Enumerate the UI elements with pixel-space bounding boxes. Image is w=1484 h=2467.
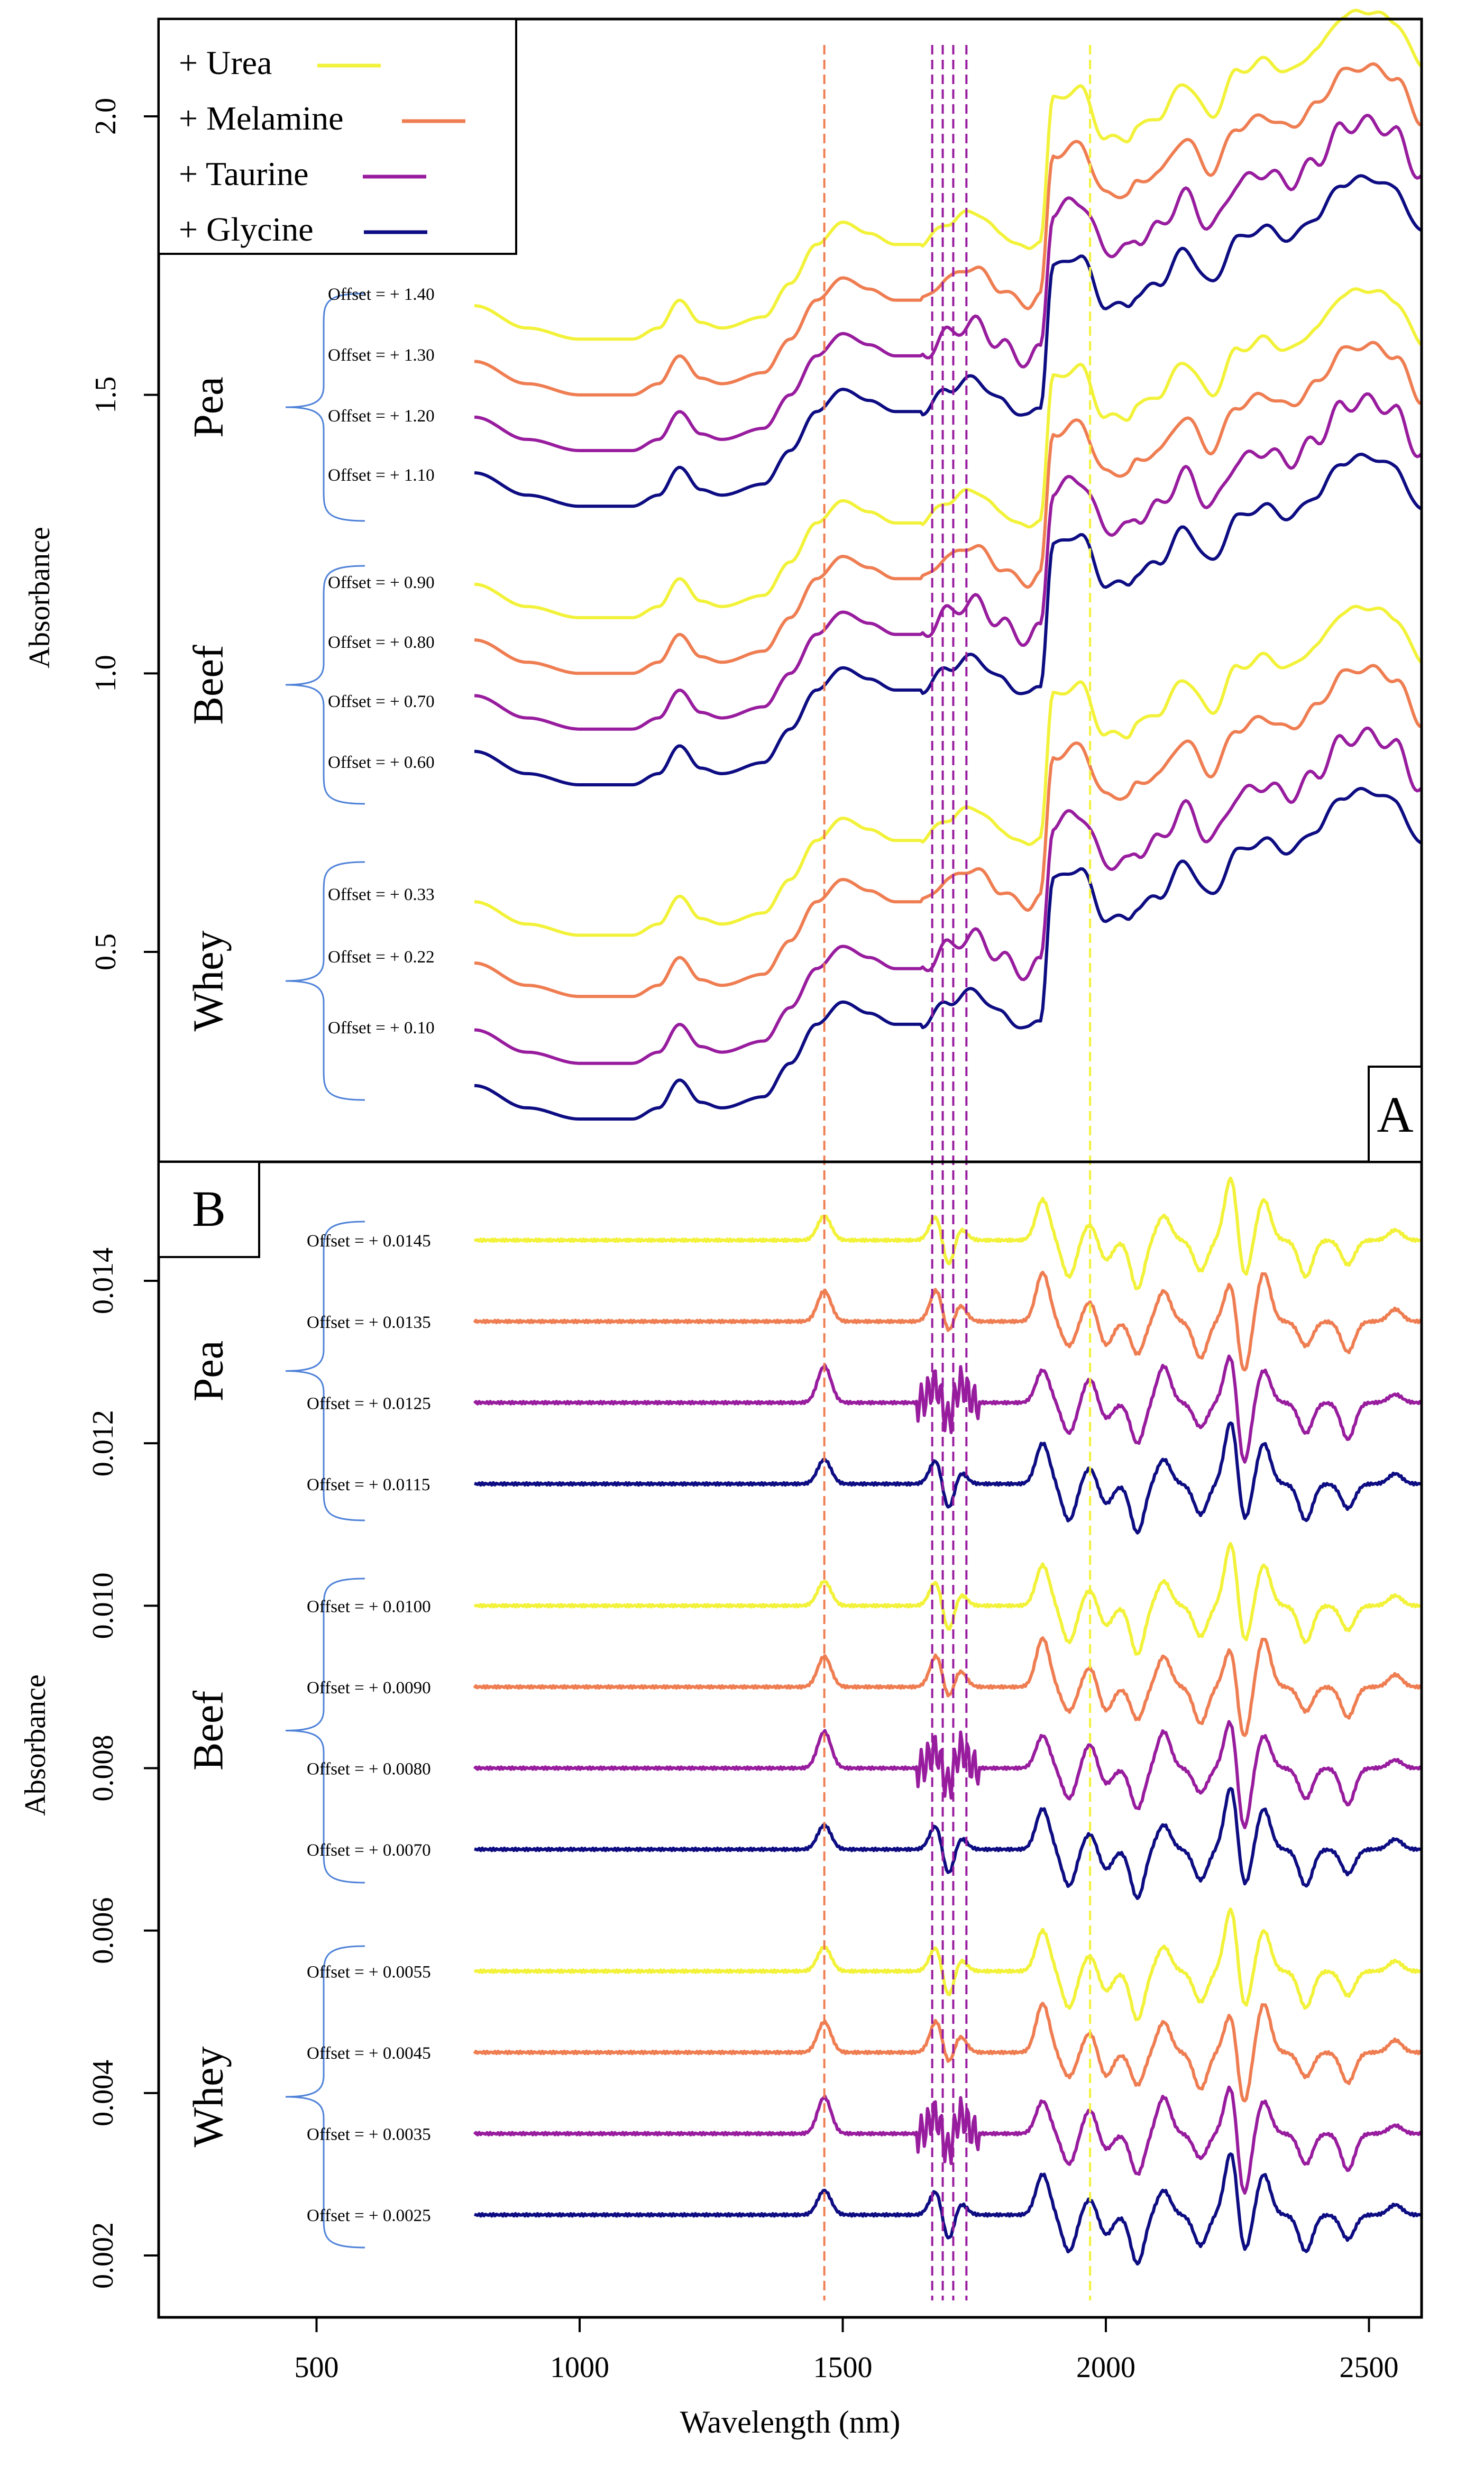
offset-label-b-whey-1: Offset = + 0.0045	[307, 2044, 431, 2063]
panel-letter-b-box	[158, 1161, 260, 1258]
panel-letter-a: A	[1377, 1086, 1413, 1143]
offset-label-a-pea-0: Offset = + 1.40	[328, 285, 435, 304]
panel-b: Pea Offset = + 0.0145 Offset = + 0.0135 Off…	[185, 1176, 1423, 2266]
y-tick-label-b-4: 0.010	[87, 1572, 120, 1639]
brace-a-beef	[285, 565, 365, 805]
legend-label-3: + Glycine	[179, 210, 314, 248]
brace-b-pea	[285, 1221, 365, 1521]
spectrum-b-beef-3	[474, 1787, 1423, 1900]
panel-a: Pea Offset = + 1.40 Offset = + 1.30 Offset …	[185, 8, 1423, 1121]
spectrum-b-beef-2	[473, 1720, 1423, 1829]
offset-label-b-pea-1: Offset = + 0.0135	[307, 1313, 431, 1332]
offset-label-b-whey-3: Offset = + 0.0025	[307, 2206, 431, 2225]
y-axis-label-b: Absorbance	[19, 1674, 52, 1815]
offset-label-a-beef-2: Offset = + 0.70	[328, 692, 435, 711]
offset-label-a-beef-3: Offset = + 0.60	[328, 753, 435, 772]
frame-b	[157, 1160, 1423, 2319]
offset-label-a-whey-1: Offset = + 0.22	[328, 948, 435, 967]
offset-label-b-beef-1: Offset = + 0.0090	[307, 1679, 431, 1698]
y-tick-label-b-5: 0.012	[87, 1410, 120, 1476]
spectrum-b-beef-0	[473, 1542, 1423, 1656]
spectrum-a-beef-0	[474, 287, 1423, 619]
offset-label-a-beef-0: Offset = + 0.90	[328, 573, 435, 592]
offset-label-b-pea-0: Offset = + 0.0145	[307, 1232, 431, 1251]
reference-lines	[823, 45, 1092, 2300]
x-tick-label-2: 1500	[813, 2351, 873, 2384]
group-label-a-whey: Whey	[185, 930, 232, 1031]
spectrum-b-pea-0	[473, 1176, 1423, 1290]
spectrum-a-whey-1	[474, 664, 1422, 998]
spectrum-a-pea-3	[474, 174, 1423, 508]
group-label-b-whey: Whey	[185, 2046, 232, 2147]
group-label-b-beef: Beef	[185, 1691, 232, 1771]
offset-label-a-pea-1: Offset = + 1.30	[328, 346, 435, 365]
offset-label-b-beef-3: Offset = + 0.0070	[307, 1841, 431, 1860]
legend-label-2: + Taurine	[179, 155, 308, 192]
group-label-a-beef: Beef	[185, 645, 232, 724]
legend-box	[158, 18, 517, 255]
x-tick-label-3: 2000	[1076, 2351, 1135, 2384]
offset-label-a-pea-3: Offset = + 1.10	[328, 466, 435, 485]
x-tick-label-4: 2500	[1340, 2351, 1399, 2384]
spectrum-b-whey-0	[473, 1907, 1423, 2021]
legend-label-1: + Melamine	[179, 99, 344, 137]
panel-letter-a-box	[1368, 1066, 1423, 1163]
spectrum-a-beef-2	[474, 392, 1423, 731]
legend: + Urea + Melamine + Taurine + Glycine	[158, 18, 517, 255]
spectrum-a-whey-2	[474, 726, 1423, 1065]
offset-label-b-whey-2: Offset = + 0.0035	[307, 2125, 431, 2144]
spectrum-a-pea-0	[474, 8, 1423, 341]
y-tick-label-b-1: 0.004	[87, 2060, 120, 2126]
y-tick-label-b-0: 0.002	[87, 2222, 120, 2289]
offset-label-b-pea-3: Offset = + 0.0115	[307, 1475, 430, 1494]
x-tick-label-1: 1000	[550, 2351, 609, 2384]
spectrum-b-pea-1	[473, 1270, 1423, 1372]
y-axis-label-a: Absorbance	[23, 527, 56, 668]
spectrum-a-beef-1	[474, 341, 1422, 675]
offset-label-a-beef-1: Offset = + 0.80	[328, 633, 435, 652]
panel-letter-b: B	[192, 1180, 226, 1237]
spectrum-b-beef-1	[473, 1636, 1423, 1737]
y-tick-label-b-6: 0.014	[87, 1248, 120, 1314]
group-label-a-pea: Pea	[185, 377, 232, 438]
x-axis-label: Wavelength (nm)	[680, 2405, 901, 2440]
spectrum-a-whey-0	[474, 604, 1423, 937]
offset-label-a-pea-2: Offset = + 1.20	[328, 407, 435, 426]
spectrum-b-whey-1	[473, 2002, 1423, 2103]
spectrum-a-beef-3	[474, 453, 1423, 786]
brace-a-pea	[285, 292, 365, 522]
spectrum-b-pea-2	[473, 1354, 1423, 1464]
spectrum-b-whey-3	[474, 2152, 1423, 2266]
offset-label-b-pea-2: Offset = + 0.0125	[307, 1394, 431, 1413]
brace-b-beef	[285, 1578, 365, 1884]
offset-label-b-beef-0: Offset = + 0.0100	[307, 1597, 431, 1616]
spectrum-b-pea-3	[474, 1421, 1423, 1535]
spectrum-a-pea-2	[474, 114, 1423, 452]
offset-label-b-whey-0: Offset = + 0.0055	[307, 1962, 431, 1982]
y-tick-label-a-1: 1.0	[89, 655, 122, 692]
offset-label-a-whey-0: Offset = + 0.33	[328, 885, 435, 904]
group-label-b-pea: Pea	[185, 1341, 232, 1402]
plot-frames: AB	[157, 17, 1423, 2319]
offset-label-a-whey-2: Offset = + 0.10	[328, 1019, 435, 1038]
offset-label-b-beef-2: Offset = + 0.0080	[307, 1760, 431, 1779]
y-tick-label-b-3: 0.008	[87, 1735, 120, 1802]
axes: 0.5 1.0 1.5 2.0 Absorbance 0.002 0.004 0.006 0.0…	[19, 98, 1399, 2440]
brace-b-whey	[285, 1945, 365, 2249]
brace-a-whey	[285, 861, 365, 1101]
y-tick-label-a-0: 0.5	[89, 933, 122, 970]
y-tick-label-a-2: 1.5	[89, 377, 122, 414]
spectrum-a-whey-3	[474, 787, 1423, 1121]
y-tick-label-b-2: 0.006	[87, 1897, 120, 1964]
x-tick-label-0: 500	[295, 2351, 339, 2384]
y-tick-label-a-3: 2.0	[89, 98, 122, 135]
spectrum-a-pea-1	[474, 62, 1422, 397]
spectrum-b-whey-2	[473, 2085, 1423, 2195]
legend-label-0: + Urea	[179, 44, 272, 81]
